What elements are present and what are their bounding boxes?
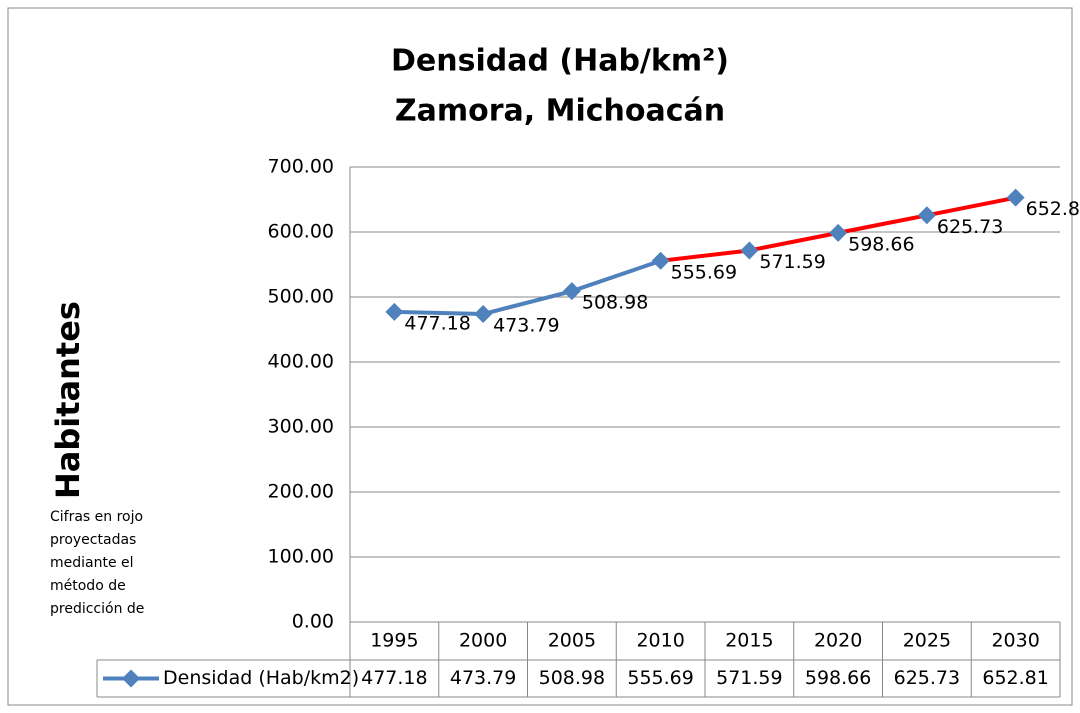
y-tick-label: 300.00: [268, 416, 334, 438]
y-tick-label: 200.00: [268, 481, 334, 503]
x-tick-label: 2015: [725, 630, 773, 652]
chart-title: Zamora, Michoacán: [395, 94, 725, 129]
data-label: 477.18: [404, 312, 470, 334]
marker: [474, 305, 493, 324]
marker: [651, 251, 670, 270]
y-tick-label: 100.00: [268, 546, 334, 568]
legend-marker: [122, 669, 140, 688]
marker: [562, 282, 581, 301]
y-tick-label: 700.00: [268, 156, 334, 178]
y-axis-title: Habitantes: [49, 301, 87, 499]
legend-label: Densidad (Hab/km2): [163, 667, 359, 689]
marker: [385, 302, 404, 321]
note: mediante el: [50, 555, 134, 571]
table-value: 625.73: [894, 667, 960, 689]
y-tick-label: 0.00: [292, 611, 334, 633]
data-label: 473.79: [493, 315, 559, 337]
x-tick-label: 2025: [903, 630, 951, 652]
table-value: 652.81: [982, 667, 1048, 689]
marker: [1006, 188, 1025, 207]
x-tick-label: 2010: [636, 630, 684, 652]
data-label: 555.69: [671, 261, 737, 283]
y-tick-label: 400.00: [268, 351, 334, 373]
data-label: 652.81: [1026, 198, 1080, 220]
table-value: 555.69: [627, 667, 693, 689]
note: método de: [50, 578, 126, 594]
data-label: 508.98: [582, 292, 648, 314]
data-label: 598.66: [848, 233, 914, 255]
marker: [740, 241, 759, 260]
table-value: 598.66: [805, 667, 871, 689]
note: proyectadas: [50, 532, 136, 548]
table-value: 508.98: [539, 667, 605, 689]
y-tick-label: 500.00: [268, 286, 334, 308]
x-tick-label: 1995: [370, 630, 418, 652]
x-tick-label: 2005: [548, 630, 596, 652]
line: [394, 258, 662, 317]
table-value: 473.79: [450, 667, 516, 689]
data-label: 571.59: [759, 251, 825, 273]
x-tick-label: 2000: [459, 630, 507, 652]
note: Cifras en rojo: [50, 509, 143, 525]
x-tick-label: 2030: [991, 630, 1039, 652]
chart-title: Densidad (Hab/km²): [391, 44, 729, 79]
table-value: 571.59: [716, 667, 782, 689]
data-label: 625.73: [937, 216, 1003, 238]
chart-border: [7, 7, 1073, 706]
marker: [829, 223, 848, 242]
note: predicción de: [50, 601, 144, 617]
x-tick-label: 2020: [814, 630, 862, 652]
table-value: 477.18: [361, 667, 427, 689]
marker: [917, 206, 936, 225]
y-tick-label: 600.00: [268, 221, 334, 243]
